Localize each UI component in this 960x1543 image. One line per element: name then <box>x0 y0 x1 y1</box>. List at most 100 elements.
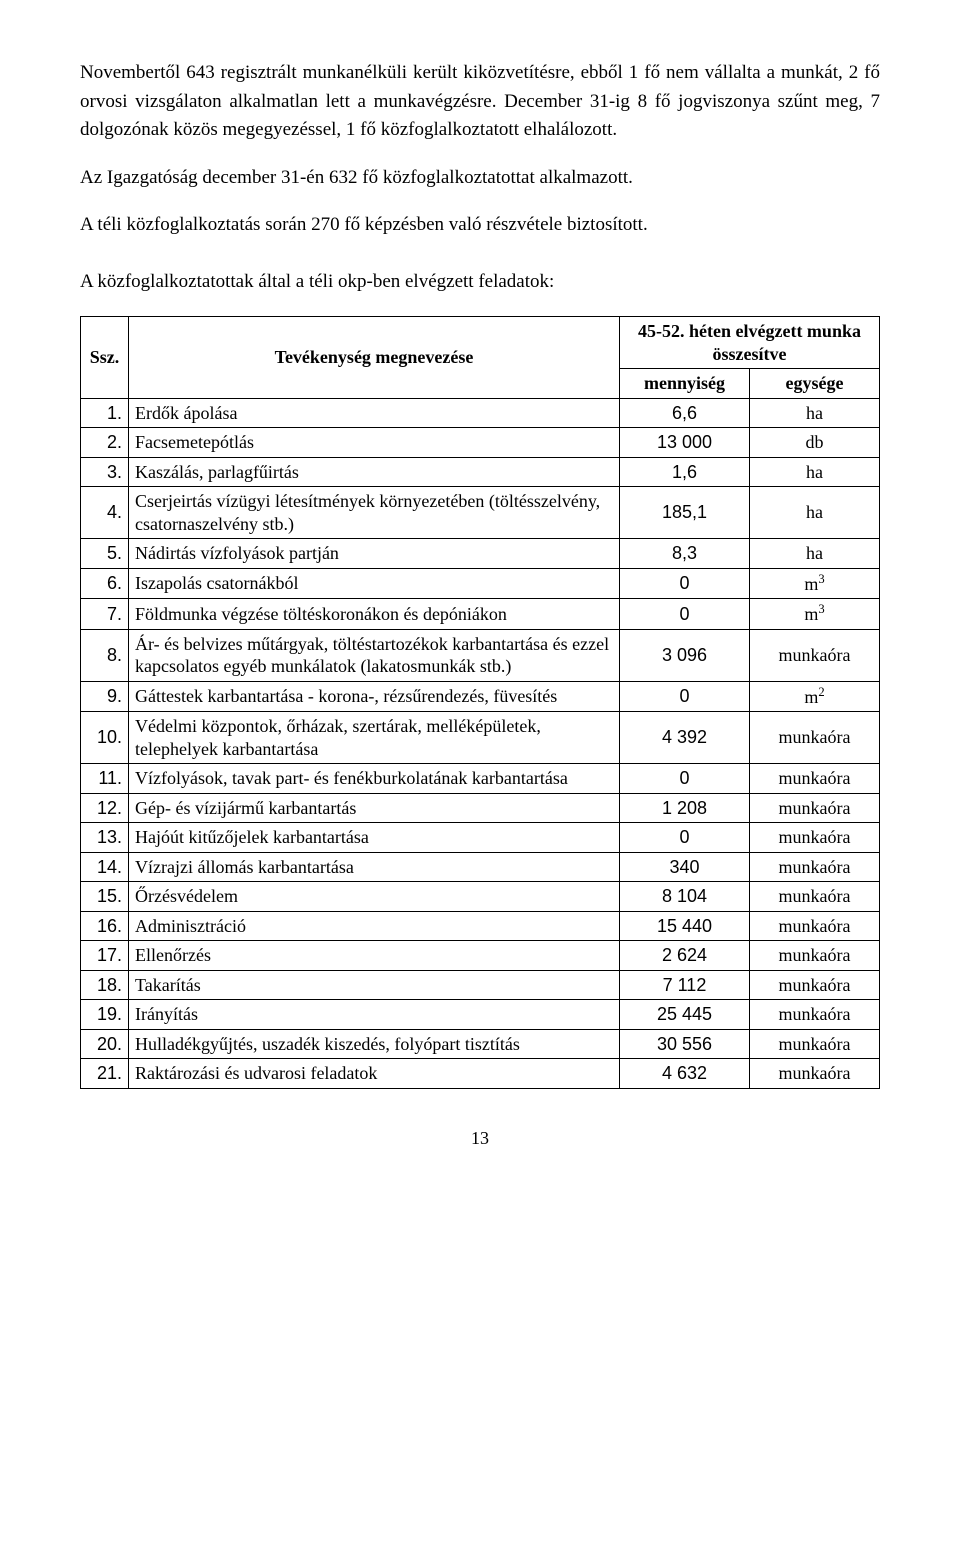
cell-ssz: 16. <box>81 911 129 941</box>
cell-ssz: 8. <box>81 629 129 681</box>
table-row: 12.Gép- és vízijármű karbantartás1 208mu… <box>81 793 880 823</box>
header-ssz: Ssz. <box>81 317 129 399</box>
paragraph-2: Az Igazgatóság december 31-én 632 fő köz… <box>80 164 880 193</box>
table-row: 15.Őrzésvédelem8 104munkaóra <box>81 882 880 912</box>
cell-mennyiseg: 0 <box>619 823 749 853</box>
cell-mennyiseg: 6,6 <box>619 398 749 428</box>
cell-egysege: munkaóra <box>749 793 879 823</box>
cell-egysege: db <box>749 428 879 458</box>
cell-ssz: 2. <box>81 428 129 458</box>
cell-tevekenyseg: Ár- és belvizes műtárgyak, töltéstartozé… <box>129 629 620 681</box>
paragraph-3: A téli közfoglalkoztatás során 270 fő ké… <box>80 211 880 240</box>
cell-mennyiseg: 1 208 <box>619 793 749 823</box>
cell-tevekenyseg: Ellenőrzés <box>129 941 620 971</box>
cell-egysege: ha <box>749 457 879 487</box>
cell-ssz: 19. <box>81 1000 129 1030</box>
cell-tevekenyseg: Földmunka végzése töltéskoronákon és dep… <box>129 599 620 630</box>
cell-ssz: 3. <box>81 457 129 487</box>
cell-ssz: 9. <box>81 681 129 712</box>
cell-egysege: munkaóra <box>749 712 879 764</box>
cell-egysege: munkaóra <box>749 911 879 941</box>
cell-egysege: ha <box>749 539 879 569</box>
cell-mennyiseg: 185,1 <box>619 487 749 539</box>
header-tevekenyseg: Tevékenység megnevezése <box>129 317 620 399</box>
cell-tevekenyseg: Vízfolyások, tavak part- és fenékburkola… <box>129 764 620 794</box>
cell-egysege: m3 <box>749 599 879 630</box>
table-row: 4.Cserjeirtás vízügyi létesítmények körn… <box>81 487 880 539</box>
table-row: 6.Iszapolás csatornákból0m3 <box>81 568 880 599</box>
cell-egysege: munkaóra <box>749 852 879 882</box>
cell-ssz: 1. <box>81 398 129 428</box>
table-row: 14.Vízrajzi állomás karbantartása340munk… <box>81 852 880 882</box>
cell-mennyiseg: 340 <box>619 852 749 882</box>
table-row: 2.Facsemetepótlás13 000db <box>81 428 880 458</box>
cell-egysege: munkaóra <box>749 1029 879 1059</box>
cell-ssz: 13. <box>81 823 129 853</box>
cell-egysege: munkaóra <box>749 629 879 681</box>
cell-mennyiseg: 4 632 <box>619 1059 749 1089</box>
table-row: 21.Raktározási és udvarosi feladatok4 63… <box>81 1059 880 1089</box>
cell-tevekenyseg: Facsemetepótlás <box>129 428 620 458</box>
cell-ssz: 4. <box>81 487 129 539</box>
table-row: 17.Ellenőrzés2 624munkaóra <box>81 941 880 971</box>
cell-egysege: ha <box>749 398 879 428</box>
cell-ssz: 11. <box>81 764 129 794</box>
cell-egysege: munkaóra <box>749 823 879 853</box>
cell-mennyiseg: 13 000 <box>619 428 749 458</box>
table-row: 20.Hulladékgyűjtés, uszadék kiszedés, fo… <box>81 1029 880 1059</box>
cell-mennyiseg: 0 <box>619 681 749 712</box>
cell-ssz: 15. <box>81 882 129 912</box>
cell-mennyiseg: 0 <box>619 764 749 794</box>
cell-mennyiseg: 8 104 <box>619 882 749 912</box>
cell-tevekenyseg: Őrzésvédelem <box>129 882 620 912</box>
cell-tevekenyseg: Vízrajzi állomás karbantartása <box>129 852 620 882</box>
table-row: 13.Hajóút kitűzőjelek karbantartása0munk… <box>81 823 880 853</box>
paragraph-1: Novembertől 643 regisztrált munkanélküli… <box>80 59 880 145</box>
cell-tevekenyseg: Cserjeirtás vízügyi létesítmények környe… <box>129 487 620 539</box>
table-row: 9.Gáttestek karbantartása - korona-, réz… <box>81 681 880 712</box>
cell-ssz: 17. <box>81 941 129 971</box>
table-row: 16.Adminisztráció15 440munkaóra <box>81 911 880 941</box>
table-row: 8.Ár- és belvizes műtárgyak, töltéstarto… <box>81 629 880 681</box>
cell-tevekenyseg: Hajóút kitűzőjelek karbantartása <box>129 823 620 853</box>
cell-tevekenyseg: Raktározási és udvarosi feladatok <box>129 1059 620 1089</box>
table-caption: A közfoglalkoztatottak által a téli okp-… <box>80 268 880 297</box>
cell-egysege: m2 <box>749 681 879 712</box>
table-row: 7.Földmunka végzése töltéskoronákon és d… <box>81 599 880 630</box>
table-row: 18.Takarítás7 112munkaóra <box>81 970 880 1000</box>
table-row: 5.Nádirtás vízfolyások partján8,3ha <box>81 539 880 569</box>
cell-mennyiseg: 0 <box>619 599 749 630</box>
cell-mennyiseg: 7 112 <box>619 970 749 1000</box>
cell-egysege: munkaóra <box>749 1000 879 1030</box>
cell-tevekenyseg: Védelmi központok, őrházak, szertárak, m… <box>129 712 620 764</box>
cell-egysege: ha <box>749 487 879 539</box>
cell-ssz: 18. <box>81 970 129 1000</box>
header-mennyiseg: mennyiség <box>619 369 749 399</box>
cell-ssz: 20. <box>81 1029 129 1059</box>
cell-egysege: munkaóra <box>749 1059 879 1089</box>
cell-tevekenyseg: Kaszálás, parlagfűirtás <box>129 457 620 487</box>
cell-ssz: 14. <box>81 852 129 882</box>
cell-tevekenyseg: Nádirtás vízfolyások partján <box>129 539 620 569</box>
cell-tevekenyseg: Erdők ápolása <box>129 398 620 428</box>
page-container: Novembertől 643 regisztrált munkanélküli… <box>0 0 960 1192</box>
cell-egysege: m3 <box>749 568 879 599</box>
cell-mennyiseg: 1,6 <box>619 457 749 487</box>
header-group: 45-52. héten elvégzett munka összesítve <box>619 317 879 369</box>
table-row: 11.Vízfolyások, tavak part- és fenékburk… <box>81 764 880 794</box>
cell-ssz: 7. <box>81 599 129 630</box>
cell-egysege: munkaóra <box>749 764 879 794</box>
table-head: Ssz. Tevékenység megnevezése 45-52. héte… <box>81 317 880 399</box>
cell-tevekenyseg: Gáttestek karbantartása - korona-, rézsű… <box>129 681 620 712</box>
header-egysege: egysége <box>749 369 879 399</box>
cell-egysege: munkaóra <box>749 882 879 912</box>
cell-tevekenyseg: Takarítás <box>129 970 620 1000</box>
cell-mennyiseg: 2 624 <box>619 941 749 971</box>
cell-mennyiseg: 0 <box>619 568 749 599</box>
cell-tevekenyseg: Hulladékgyűjtés, uszadék kiszedés, folyó… <box>129 1029 620 1059</box>
table-row: 3.Kaszálás, parlagfűirtás1,6ha <box>81 457 880 487</box>
cell-egysege: munkaóra <box>749 941 879 971</box>
cell-mennyiseg: 4 392 <box>619 712 749 764</box>
cell-mennyiseg: 8,3 <box>619 539 749 569</box>
cell-tevekenyseg: Adminisztráció <box>129 911 620 941</box>
